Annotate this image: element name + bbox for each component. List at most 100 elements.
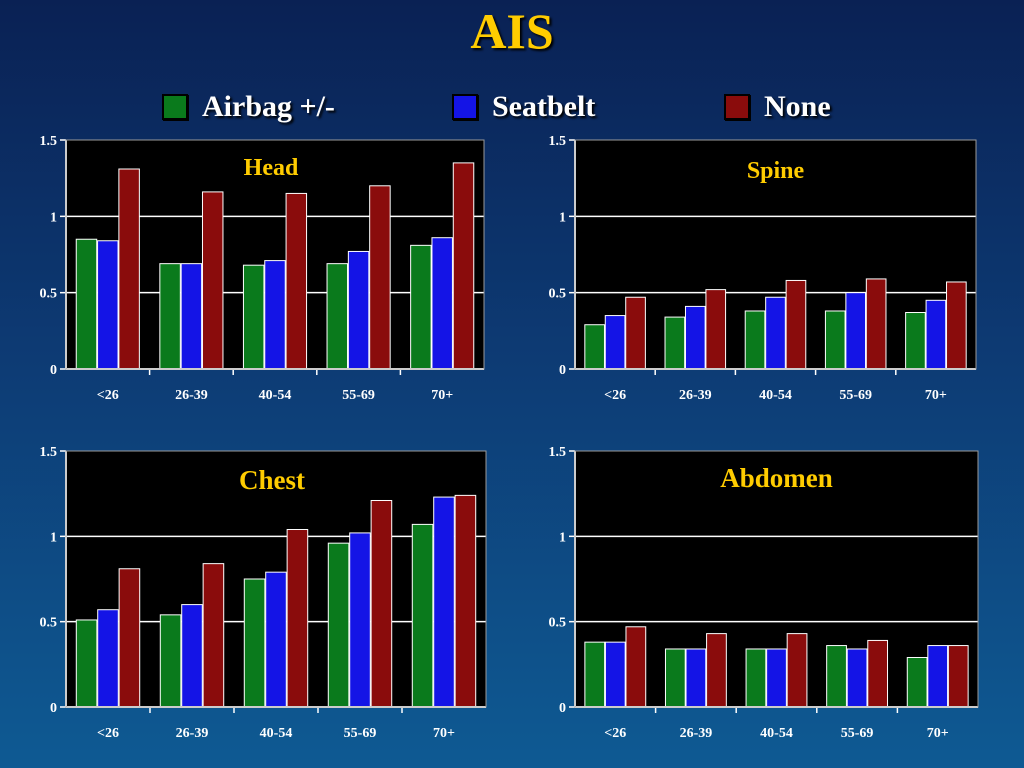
chest-bar-none-5 xyxy=(454,494,477,708)
chest-bar-seatbelt-1 xyxy=(97,609,119,708)
abdomen-bar-airbag--4 xyxy=(826,645,847,708)
spine-xtick-label: 26-39 xyxy=(679,388,712,403)
spine-bar-seatbelt-4 xyxy=(845,292,867,370)
spine-xtick-label: 70+ xyxy=(925,388,947,403)
chest-bar-none-4 xyxy=(370,499,393,708)
head-bar-none-4 xyxy=(369,185,391,370)
head-bar-none-3 xyxy=(285,192,308,370)
spine-bar-airbag--1 xyxy=(584,324,605,370)
legend-swatch-seatbelt xyxy=(452,94,478,120)
chest-bar-none-3 xyxy=(286,529,309,708)
spine-bar-none-2 xyxy=(705,289,727,370)
spine-ytick-label: 0 xyxy=(559,363,566,378)
legend-label-none: None xyxy=(764,90,831,123)
spine-xtick-label: <26 xyxy=(604,388,626,403)
abdomen-bar-none-3 xyxy=(786,633,808,708)
abdomen-bar-seatbelt-5 xyxy=(927,645,949,708)
chest-xtick-label: 26-39 xyxy=(176,726,209,741)
chest-xtick-label: <26 xyxy=(97,726,119,741)
head-xtick-label: <26 xyxy=(97,388,119,403)
spine-ytick-label: 0.5 xyxy=(549,287,567,302)
spine-bar-airbag--3 xyxy=(744,310,766,370)
spine-bar-airbag--5 xyxy=(905,312,926,370)
spine-bar-airbag--4 xyxy=(824,310,846,370)
head-bar-seatbelt-4 xyxy=(347,250,370,370)
abdomen-xtick-label: 40-54 xyxy=(760,726,793,741)
legend-item-seatbelt: Seatbelt xyxy=(452,90,595,124)
head-bar-airbag--4 xyxy=(326,263,349,370)
spine-bar-seatbelt-3 xyxy=(765,296,786,370)
abdomen-bar-airbag--1 xyxy=(584,641,606,708)
abdomen-plot-border xyxy=(574,450,979,708)
abdomen-bar-seatbelt-3 xyxy=(766,648,787,708)
spine-bar-none-1 xyxy=(625,296,646,370)
head-bar-seatbelt-2 xyxy=(180,263,203,370)
chest-bar-airbag--5 xyxy=(411,523,434,708)
head-xtick-label: 40-54 xyxy=(259,388,292,403)
head-bar-none-1 xyxy=(118,168,140,370)
head-xtick-label: 55-69 xyxy=(342,388,375,403)
abdomen-ytick-label: 1.5 xyxy=(549,445,567,460)
abdomen-bar-seatbelt-2 xyxy=(685,648,707,708)
head-bar-none-2 xyxy=(201,191,224,370)
spine-bar-seatbelt-1 xyxy=(604,315,626,370)
chest-bar-none-2 xyxy=(202,563,225,708)
chest-chart-title: Chest xyxy=(239,465,305,495)
chest-xtick-label: 40-54 xyxy=(260,726,293,741)
chest-bar-airbag--3 xyxy=(243,578,266,708)
chest-bar-none-1 xyxy=(118,568,141,708)
head-bar-none-5 xyxy=(452,162,475,370)
head-bar-seatbelt-3 xyxy=(264,260,286,370)
head-bar-airbag--1 xyxy=(75,238,98,370)
chest-bar-seatbelt-3 xyxy=(265,571,287,708)
abdomen-bar-none-2 xyxy=(706,633,727,708)
abdomen-bar-seatbelt-4 xyxy=(846,648,868,708)
page-title: AIS xyxy=(470,3,554,59)
abdomen-bar-none-4 xyxy=(867,639,889,708)
head-ytick-label: 0 xyxy=(50,363,57,378)
chest-ytick-label: 1 xyxy=(50,530,57,545)
head-ytick-label: 1 xyxy=(50,210,57,225)
chest-xtick-label: 55-69 xyxy=(344,726,377,741)
chest-plot-border xyxy=(65,450,487,708)
chest-xtick-label: 70+ xyxy=(433,726,455,741)
head-bar-airbag--2 xyxy=(159,263,181,370)
spine-plot-border xyxy=(574,139,977,370)
abdomen-chart-title: Abdomen xyxy=(720,463,833,493)
head-bar-seatbelt-1 xyxy=(97,240,119,370)
abdomen-xtick-label: 55-69 xyxy=(841,726,874,741)
chest-ytick-label: 1.5 xyxy=(40,445,58,460)
chest-ytick-label: 0.5 xyxy=(40,616,58,631)
abdomen-bar-none-1 xyxy=(625,626,647,708)
abdomen-ytick-label: 0.5 xyxy=(549,616,567,631)
legend-item-none: None xyxy=(724,90,831,124)
abdomen-bar-airbag--5 xyxy=(906,657,928,708)
spine-ytick-label: 1 xyxy=(559,210,566,225)
abdomen-xtick-label: <26 xyxy=(604,726,626,741)
chest-bar-seatbelt-4 xyxy=(349,532,371,708)
spine-chart-title: Spine xyxy=(747,158,805,184)
legend-swatch-none xyxy=(724,94,750,120)
legend-label-seatbelt: Seatbelt xyxy=(492,90,596,123)
head-bar-airbag--5 xyxy=(410,244,432,370)
spine-xtick-label: 55-69 xyxy=(839,388,872,403)
chest-ytick-label: 0 xyxy=(50,701,57,716)
spine-bar-none-4 xyxy=(865,278,887,370)
abdomen-bar-airbag--3 xyxy=(745,648,767,708)
abdomen-xtick-label: 26-39 xyxy=(680,726,713,741)
head-xtick-label: 70+ xyxy=(431,388,453,403)
spine-bar-seatbelt-5 xyxy=(925,299,947,370)
chest-bar-airbag--4 xyxy=(327,542,350,708)
abdomen-ytick-label: 1 xyxy=(559,530,566,545)
head-xtick-label: 26-39 xyxy=(175,388,208,403)
abdomen-bar-seatbelt-1 xyxy=(604,641,626,708)
legend-swatch-airbag xyxy=(162,94,188,120)
chest-bar-seatbelt-2 xyxy=(181,604,203,708)
legend-item-airbag: Airbag +/- xyxy=(162,90,335,124)
spine-xtick-label: 40-54 xyxy=(759,388,792,403)
legend-label-airbag: Airbag +/- xyxy=(202,90,335,123)
chest-bar-seatbelt-5 xyxy=(433,496,455,708)
head-chart-title: Head xyxy=(244,155,299,181)
spine-bar-none-5 xyxy=(946,281,967,370)
